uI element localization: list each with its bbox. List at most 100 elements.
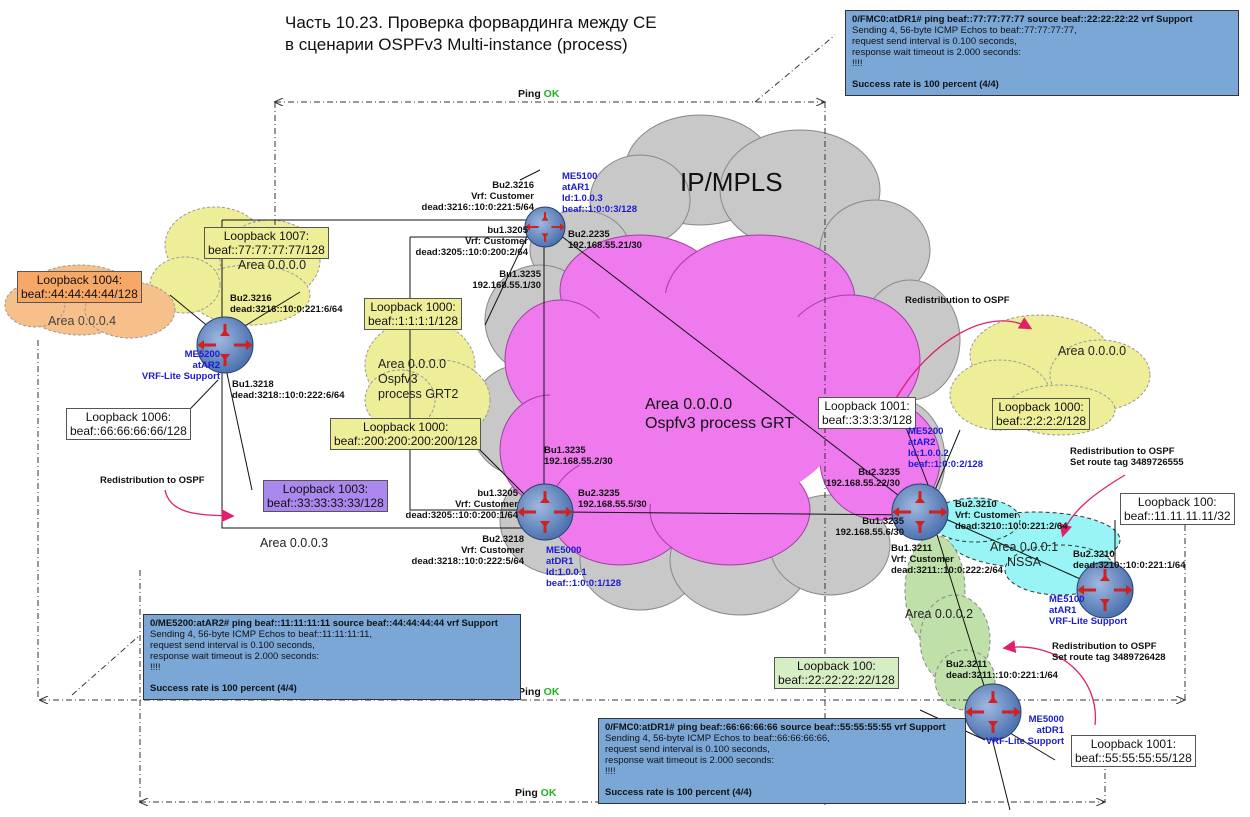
- line: Id:1.0.0.1: [546, 566, 587, 578]
- lb-addr: beaf::77:77:77:77/128: [208, 243, 325, 257]
- line: VRF-Lite Support: [985, 735, 1064, 747]
- line: beaf::1:0:0:1/128: [546, 577, 621, 589]
- line: Bu2.2235: [568, 229, 610, 240]
- line: 192.168.55.22/30: [826, 477, 900, 489]
- lb-addr: beaf::55:55:55:55/128: [1075, 751, 1192, 765]
- title-line-1: Часть 10.23. Проверка форвардинга между …: [285, 13, 657, 32]
- atar1-bu1-3205: bu1.3205 Vrf: Customer dead:3205::10:0:200…: [398, 225, 528, 259]
- line: ME5000: [1028, 714, 1064, 725]
- lb-title: Loopback 100:: [797, 659, 876, 673]
- loopback-1003: Loopback 1003: beaf::33:33:33:33/128: [263, 480, 388, 512]
- area-nssa-line-2: NSSA: [1007, 555, 1042, 569]
- area-left-top: Area 0.0.0.0: [238, 258, 307, 272]
- loopback-1001-b: Loopback 1001: beaf::55:55:55:55/128: [1071, 735, 1196, 767]
- ping-cmd: 0/FMC0:atDR1# ping beaf::66:66:66:66 sou…: [605, 722, 946, 733]
- ping-result: Success rate is 100 percent (4/4): [605, 787, 752, 798]
- line: Bu2.3235: [578, 488, 620, 499]
- lb-title: Loopback 1004:: [36, 273, 123, 287]
- ping-line: Sending 4, 56-byte ICMP Echos to beaf::7…: [852, 25, 1077, 36]
- line: Bu1.3218: [232, 379, 274, 390]
- lb-title: Loopback 1000:: [998, 400, 1084, 414]
- ping-result: Success rate is 100 percent (4/4): [852, 79, 999, 90]
- line: bu1.3205: [477, 488, 518, 499]
- area-nssa: Area 0.0.0.1 NSSA: [990, 540, 1058, 570]
- line: dead:3210::10:0:221:1/64: [1073, 559, 1186, 571]
- redistribution-left: Redistribution to OSPF: [100, 475, 205, 486]
- line: bu1.3205: [487, 225, 528, 236]
- ping-line: request send interval is 0.100 seconds,: [852, 36, 1017, 47]
- line: Bu1.3211: [891, 543, 933, 554]
- line: VRF-Lite Support: [1049, 615, 1128, 627]
- atdr1-bu1-3205: bu1.3205 Vrf: Customer dead:3205::10:0:200…: [388, 488, 518, 522]
- line: Vrf: Customer: [461, 544, 524, 556]
- router-atar2-left-name: ME5200 atAR2 VRF-Lite Support: [128, 349, 220, 383]
- ping-status: OK: [540, 787, 557, 799]
- title-line-2: в сценарии OSPFv3 Multi-instance (proces…: [285, 35, 628, 54]
- line: dead:3218::10:0:222:5/64: [411, 555, 524, 567]
- lb-title: Loopback 1000:: [363, 420, 449, 434]
- atar2-right-bu1-3235: Bu1.3235 192.168.55.6/30: [820, 516, 904, 539]
- line: Bu2.3216: [492, 180, 534, 191]
- line: Bu1.3235: [544, 445, 586, 456]
- ping-label: Ping: [518, 686, 541, 698]
- lb-addr: beaf::11.11.11.11/32: [1124, 509, 1231, 523]
- line: Id:1.0.0.2: [908, 447, 949, 459]
- loopback-1001-a: Loopback 1001: beaf::3:3:3:3/128: [818, 397, 917, 429]
- line: Bu2.3210: [1073, 549, 1115, 560]
- lb-addr: beaf::22:22:22:22/128: [778, 673, 895, 687]
- atdr1-bu2-3218: Bu2.3218 Vrf: Customer dead:3218::10:0:222…: [394, 534, 524, 568]
- line: atAR2: [192, 359, 220, 371]
- lb-title: Loopback 100:: [1137, 495, 1217, 509]
- atdr1-bu1-3235: Bu1.3235 192.168.55.2/30: [544, 445, 613, 468]
- line: 192.168.55.6/30: [835, 526, 904, 538]
- atar1-bu2-3216: Bu2.3216 Vrf: Customer dead:3216::10:0:221…: [404, 180, 534, 214]
- lb-addr: beaf::2:2:2:2/128: [996, 414, 1087, 428]
- ping-cmd: 0/FMC0:atDR1# ping beaf::77:77:77:77 sou…: [852, 14, 1193, 25]
- ping-line: response wait timeout is 2.000 seconds:: [150, 651, 319, 662]
- lb-title: Loopback 1003:: [282, 482, 369, 496]
- line: ME5200: [908, 426, 944, 437]
- router-atar2-right-name: ME5200 atAR2 Id:1.0.0.2 beaf::1:0:0:2/128: [908, 426, 983, 471]
- line: Bu1.3235: [862, 516, 904, 527]
- lb-addr: beaf::66:66:66:66/128: [70, 424, 187, 438]
- grt2-line-2: Ospfv3: [378, 372, 418, 386]
- line: Vrf: Customer: [465, 235, 528, 247]
- loopback-1007: Loopback 1007: beaf::77:77:77:77/128: [204, 227, 329, 259]
- line: atAR2: [908, 436, 936, 448]
- atar1-bu2-2235: Bu2.2235 192.168.55.21/30: [568, 229, 642, 252]
- atar1-right-bu2-3210: Bu2.3210 dead:3210::10:0:221:1/64: [1073, 549, 1186, 572]
- ping-line: Sending 4, 56-byte ICMP Echos to beaf::6…: [605, 733, 830, 744]
- grt2-line-3: process GRT2: [378, 387, 459, 401]
- line: ME5100: [562, 171, 598, 182]
- line: Id:1.0.0.3: [562, 192, 603, 204]
- router-atar1-top: [524, 206, 566, 248]
- line: ME5200: [184, 349, 220, 360]
- grt-area-line-1: Area 0.0.0.0: [645, 396, 733, 413]
- grt2-area-label: Area 0.0.0.0 Ospfv3 process GRT2: [378, 357, 458, 402]
- redistribution-arrows: [164, 317, 1126, 726]
- line: dead:3218::10:0:222:6/64: [232, 389, 345, 401]
- router-atar2-right: [891, 483, 949, 541]
- ping-output-left: 0/ME5200:atAR2# ping beaf::11:11:11:11 s…: [143, 614, 521, 700]
- line: Bu2.3235: [858, 467, 900, 478]
- router-atdr1-bottom-name: ME5000 atDR1 VRF-Lite Support: [972, 714, 1064, 748]
- router-atar1-right-name: ME5100 atAR1 VRF-Lite Support: [1049, 594, 1128, 628]
- line: beaf::1:0:0:2/128: [908, 458, 983, 470]
- ping-output-top: 0/FMC0:atDR1# ping beaf::77:77:77:77 sou…: [845, 10, 1239, 96]
- redistribution-right-mid: Redistribution to OSPF Set route tag 3489…: [1070, 446, 1184, 469]
- ping-result: Success rate is 100 percent (4/4): [150, 683, 297, 694]
- loopback-1004: Loopback 1004: beaf::44:44:44:44/128: [17, 271, 142, 303]
- line: Bu2.3211: [946, 659, 988, 670]
- atar2-right-bu2-3210: Bu2.3210 Vrf: Customer dead:3210::10:0:221…: [955, 499, 1067, 533]
- line: Set route tag 3489726555: [1070, 456, 1184, 468]
- line: ME5000: [546, 545, 582, 556]
- router-atar1-top-name: ME5100 atAR1 Id:1.0.0.3 beaf::1:0:0:3/128: [562, 171, 637, 216]
- lb-addr: beaf::33:33:33:33/128: [267, 496, 384, 510]
- ping-status: OK: [543, 88, 560, 100]
- loopback-1000-b: Loopback 1000: beaf::200:200:200:200/128: [330, 418, 482, 450]
- line: 192.168.55.1/30: [472, 279, 541, 291]
- ping-line: request send interval is 0.100 seconds,: [605, 744, 770, 755]
- line: dead:3205::10:0:200:2/64: [415, 246, 528, 258]
- atdr1-bu2-3235: Bu2.3235 192.168.55.5/30: [578, 488, 647, 511]
- line: atDR1: [546, 555, 574, 567]
